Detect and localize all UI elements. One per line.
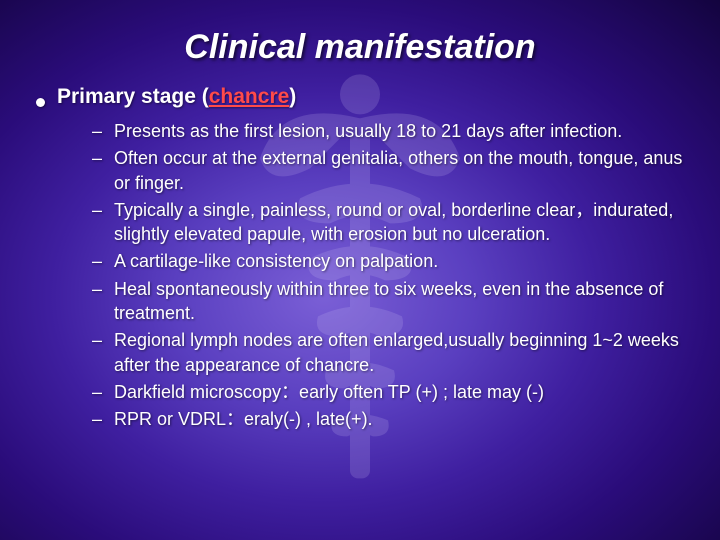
list-item: –Presents as the first lesion, usually 1…	[92, 119, 690, 143]
list-item: –A cartilage-like consistency on palpati…	[92, 249, 690, 273]
slide-title: Clinical manifestation	[30, 28, 690, 67]
list-item: –RPR or VDRL：eraly(-) , late(+).	[92, 407, 690, 431]
list-item-text: Presents as the first lesion, usually 18…	[114, 119, 622, 143]
dash-icon: –	[92, 119, 102, 143]
dash-icon: –	[92, 277, 102, 326]
dash-icon: –	[92, 380, 102, 404]
subtitle-accent-word: chancre	[209, 85, 290, 108]
list-item-text: Heal spontaneously within three to six w…	[114, 277, 690, 326]
bullet-list: –Presents as the first lesion, usually 1…	[92, 119, 690, 432]
list-item-text: RPR or VDRL：eraly(-) , late(+).	[114, 407, 373, 431]
subtitle-suffix: )	[289, 85, 296, 108]
bullet-disc-icon	[36, 98, 45, 107]
dash-icon: –	[92, 407, 102, 431]
dash-icon: –	[92, 249, 102, 273]
list-item-text: A cartilage-like consistency on palpatio…	[114, 249, 438, 273]
primary-stage-heading: Primary stage (chancre)	[36, 85, 690, 109]
list-item: –Regional lymph nodes are often enlarged…	[92, 328, 690, 377]
list-item: – Typically a single, painless, round or…	[92, 198, 690, 247]
dash-icon: –	[92, 328, 102, 377]
list-item: –Darkfield microscopy：early often TP (+)…	[92, 380, 690, 404]
dash-icon: –	[92, 198, 102, 247]
subtitle-prefix: Primary stage (	[57, 85, 209, 108]
list-item: –Often occur at the external genitalia, …	[92, 146, 690, 195]
dash-icon: –	[92, 146, 102, 195]
list-item-text: Typically a single, painless, round or o…	[114, 198, 690, 247]
list-item-text: Darkfield microscopy：early often TP (+) …	[114, 380, 544, 404]
list-item-text: Regional lymph nodes are often enlarged,…	[114, 328, 690, 377]
list-item-text: Often occur at the external genitalia, o…	[114, 146, 690, 195]
list-item: –Heal spontaneously within three to six …	[92, 277, 690, 326]
